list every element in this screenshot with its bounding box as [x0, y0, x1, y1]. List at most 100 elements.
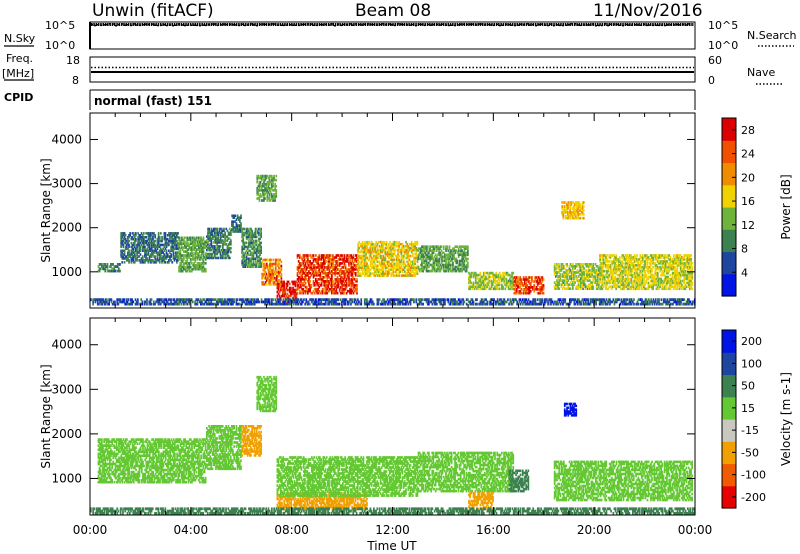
- data-cell: [102, 265, 104, 268]
- data-cell: [489, 279, 492, 283]
- data-cell: [281, 282, 283, 286]
- data-cell: [243, 265, 246, 268]
- data-cell: [228, 241, 231, 244]
- data-cell: [573, 273, 575, 276]
- data-cell: [338, 272, 341, 275]
- data-cell: [263, 266, 266, 270]
- data-cell: [367, 274, 370, 277]
- data-cell: [555, 269, 557, 272]
- data-cell: [299, 278, 301, 281]
- data-cell: [252, 251, 255, 255]
- data-cell: [482, 271, 485, 275]
- data-cell: [595, 273, 598, 276]
- data-cell: [176, 253, 178, 256]
- data-cell: [359, 266, 362, 269]
- data-cell: [195, 248, 198, 251]
- data-cell: [333, 287, 335, 291]
- data-cell: [353, 258, 356, 261]
- data-cell: [422, 257, 424, 261]
- data-cell: [641, 254, 644, 257]
- data-cell: [307, 262, 309, 265]
- data-cell: [397, 242, 399, 246]
- data-cell: [309, 264, 311, 267]
- data-cell: [212, 250, 215, 254]
- data-cell: [106, 267, 109, 271]
- data-cell: [579, 279, 582, 282]
- data-cell: [592, 285, 595, 288]
- data-cell: [563, 201, 566, 204]
- data-cell: [362, 242, 365, 246]
- data-cell: [228, 233, 231, 236]
- data-cell: [267, 176, 270, 180]
- data-cell: [338, 264, 341, 267]
- data-cell: [123, 253, 126, 256]
- data-cell: [171, 247, 174, 251]
- data-cell: [168, 241, 170, 245]
- data-cell: [529, 282, 532, 285]
- data-cell: [512, 281, 515, 285]
- data-cell: [449, 253, 452, 257]
- data-cell: [428, 257, 430, 261]
- data-cell: [592, 279, 595, 282]
- data-cell: [514, 278, 517, 281]
- data-cell: [353, 260, 356, 263]
- data-cell: [402, 258, 405, 262]
- data-cell: [386, 246, 389, 250]
- data-cell: [468, 277, 470, 281]
- data-cell: [567, 211, 569, 214]
- data-cell: [251, 257, 253, 261]
- data-cell: [423, 251, 426, 255]
- data-cell: [147, 236, 150, 239]
- data-cell: [269, 274, 271, 278]
- data-cell: [434, 245, 437, 248]
- data-cell: [486, 285, 488, 289]
- data-cell: [177, 247, 179, 251]
- data-cell: [344, 287, 347, 291]
- data-cell: [515, 282, 518, 285]
- data-cell: [406, 264, 408, 268]
- data-cell: [163, 259, 166, 262]
- data-cell: [450, 249, 453, 252]
- data-cell: [269, 260, 271, 264]
- data-cell: [446, 253, 449, 257]
- data-cell: [529, 290, 532, 293]
- data-cell: [273, 195, 275, 198]
- data-cell: [422, 269, 424, 273]
- data-cell: [201, 265, 204, 269]
- data-cell: [101, 263, 103, 266]
- data-cell: [336, 278, 339, 281]
- data-cell: [165, 251, 168, 254]
- data-cell: [343, 289, 346, 293]
- data-cell: [490, 271, 493, 275]
- data-cell: [424, 257, 427, 261]
- data-cell: [388, 260, 390, 264]
- data-cell: [594, 273, 597, 276]
- data-cell: [416, 260, 419, 264]
- data-cell: [357, 266, 359, 269]
- data-cell: [430, 263, 432, 267]
- data-cell: [280, 279, 283, 282]
- data-cell: [345, 272, 348, 275]
- data-cell: [270, 262, 273, 266]
- data-cell: [267, 276, 269, 280]
- data-cell: [348, 256, 350, 259]
- data-cell: [362, 246, 365, 250]
- data-cell: [186, 252, 189, 255]
- data-cell: [250, 229, 252, 233]
- data-cell: [215, 239, 217, 242]
- data-cell: [541, 284, 544, 287]
- data-cell: [120, 249, 122, 252]
- data-cell: [447, 255, 450, 259]
- data-cell: [186, 256, 189, 259]
- data-cell: [457, 251, 460, 255]
- beam-title: Beam 08: [355, 1, 431, 21]
- data-cell: [276, 262, 278, 266]
- data-cell: [285, 286, 288, 290]
- data-cell: [304, 289, 307, 293]
- data-cell: [313, 282, 316, 285]
- data-cell: [253, 241, 256, 245]
- data-cell: [557, 285, 559, 288]
- data-cell: [148, 239, 151, 243]
- data-cell: [378, 268, 381, 271]
- data-cell: [365, 242, 367, 246]
